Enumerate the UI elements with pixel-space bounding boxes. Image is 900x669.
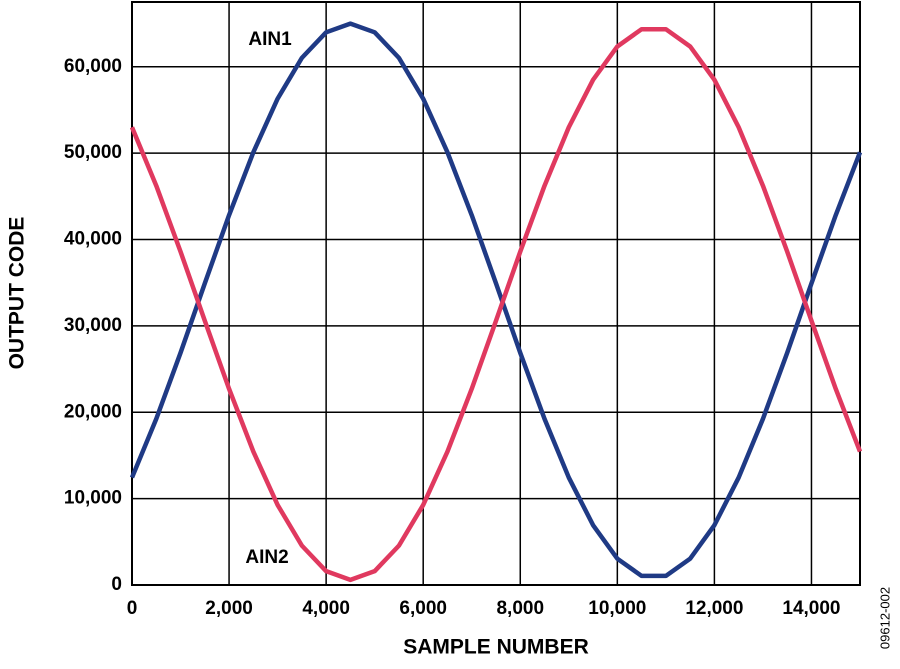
x-axis-title: SAMPLE NUMBER: [403, 636, 589, 659]
y-tick-label: 30,000: [64, 315, 122, 336]
x-tick-label: 8,000: [496, 598, 544, 619]
y-axis-title: OUTPUT CODE: [6, 217, 29, 370]
series-label: AIN1: [248, 29, 292, 50]
y-tick-label: 50,000: [64, 142, 122, 163]
series-label: AIN2: [245, 547, 288, 568]
x-tick-label: 10,000: [588, 598, 646, 619]
y-tick-label: 0: [111, 574, 122, 595]
data-line: [129, 21, 863, 579]
y-tick-label: 20,000: [64, 401, 122, 422]
x-tick-label: 6,000: [399, 598, 447, 619]
plot-frame: [131, 1, 861, 586]
y-tick-label: 40,000: [64, 229, 122, 250]
data-line: [129, 26, 863, 583]
x-tick-label: 14,000: [782, 598, 840, 619]
x-tick-label: 4,000: [302, 598, 350, 619]
figure-id: 09612-002: [877, 587, 892, 649]
x-tick-label: 0: [127, 598, 138, 619]
y-tick-label: 10,000: [64, 488, 122, 509]
x-tick-label: 2,000: [205, 598, 253, 619]
y-tick-label: 60,000: [64, 56, 122, 77]
x-tick-label: 12,000: [685, 598, 743, 619]
